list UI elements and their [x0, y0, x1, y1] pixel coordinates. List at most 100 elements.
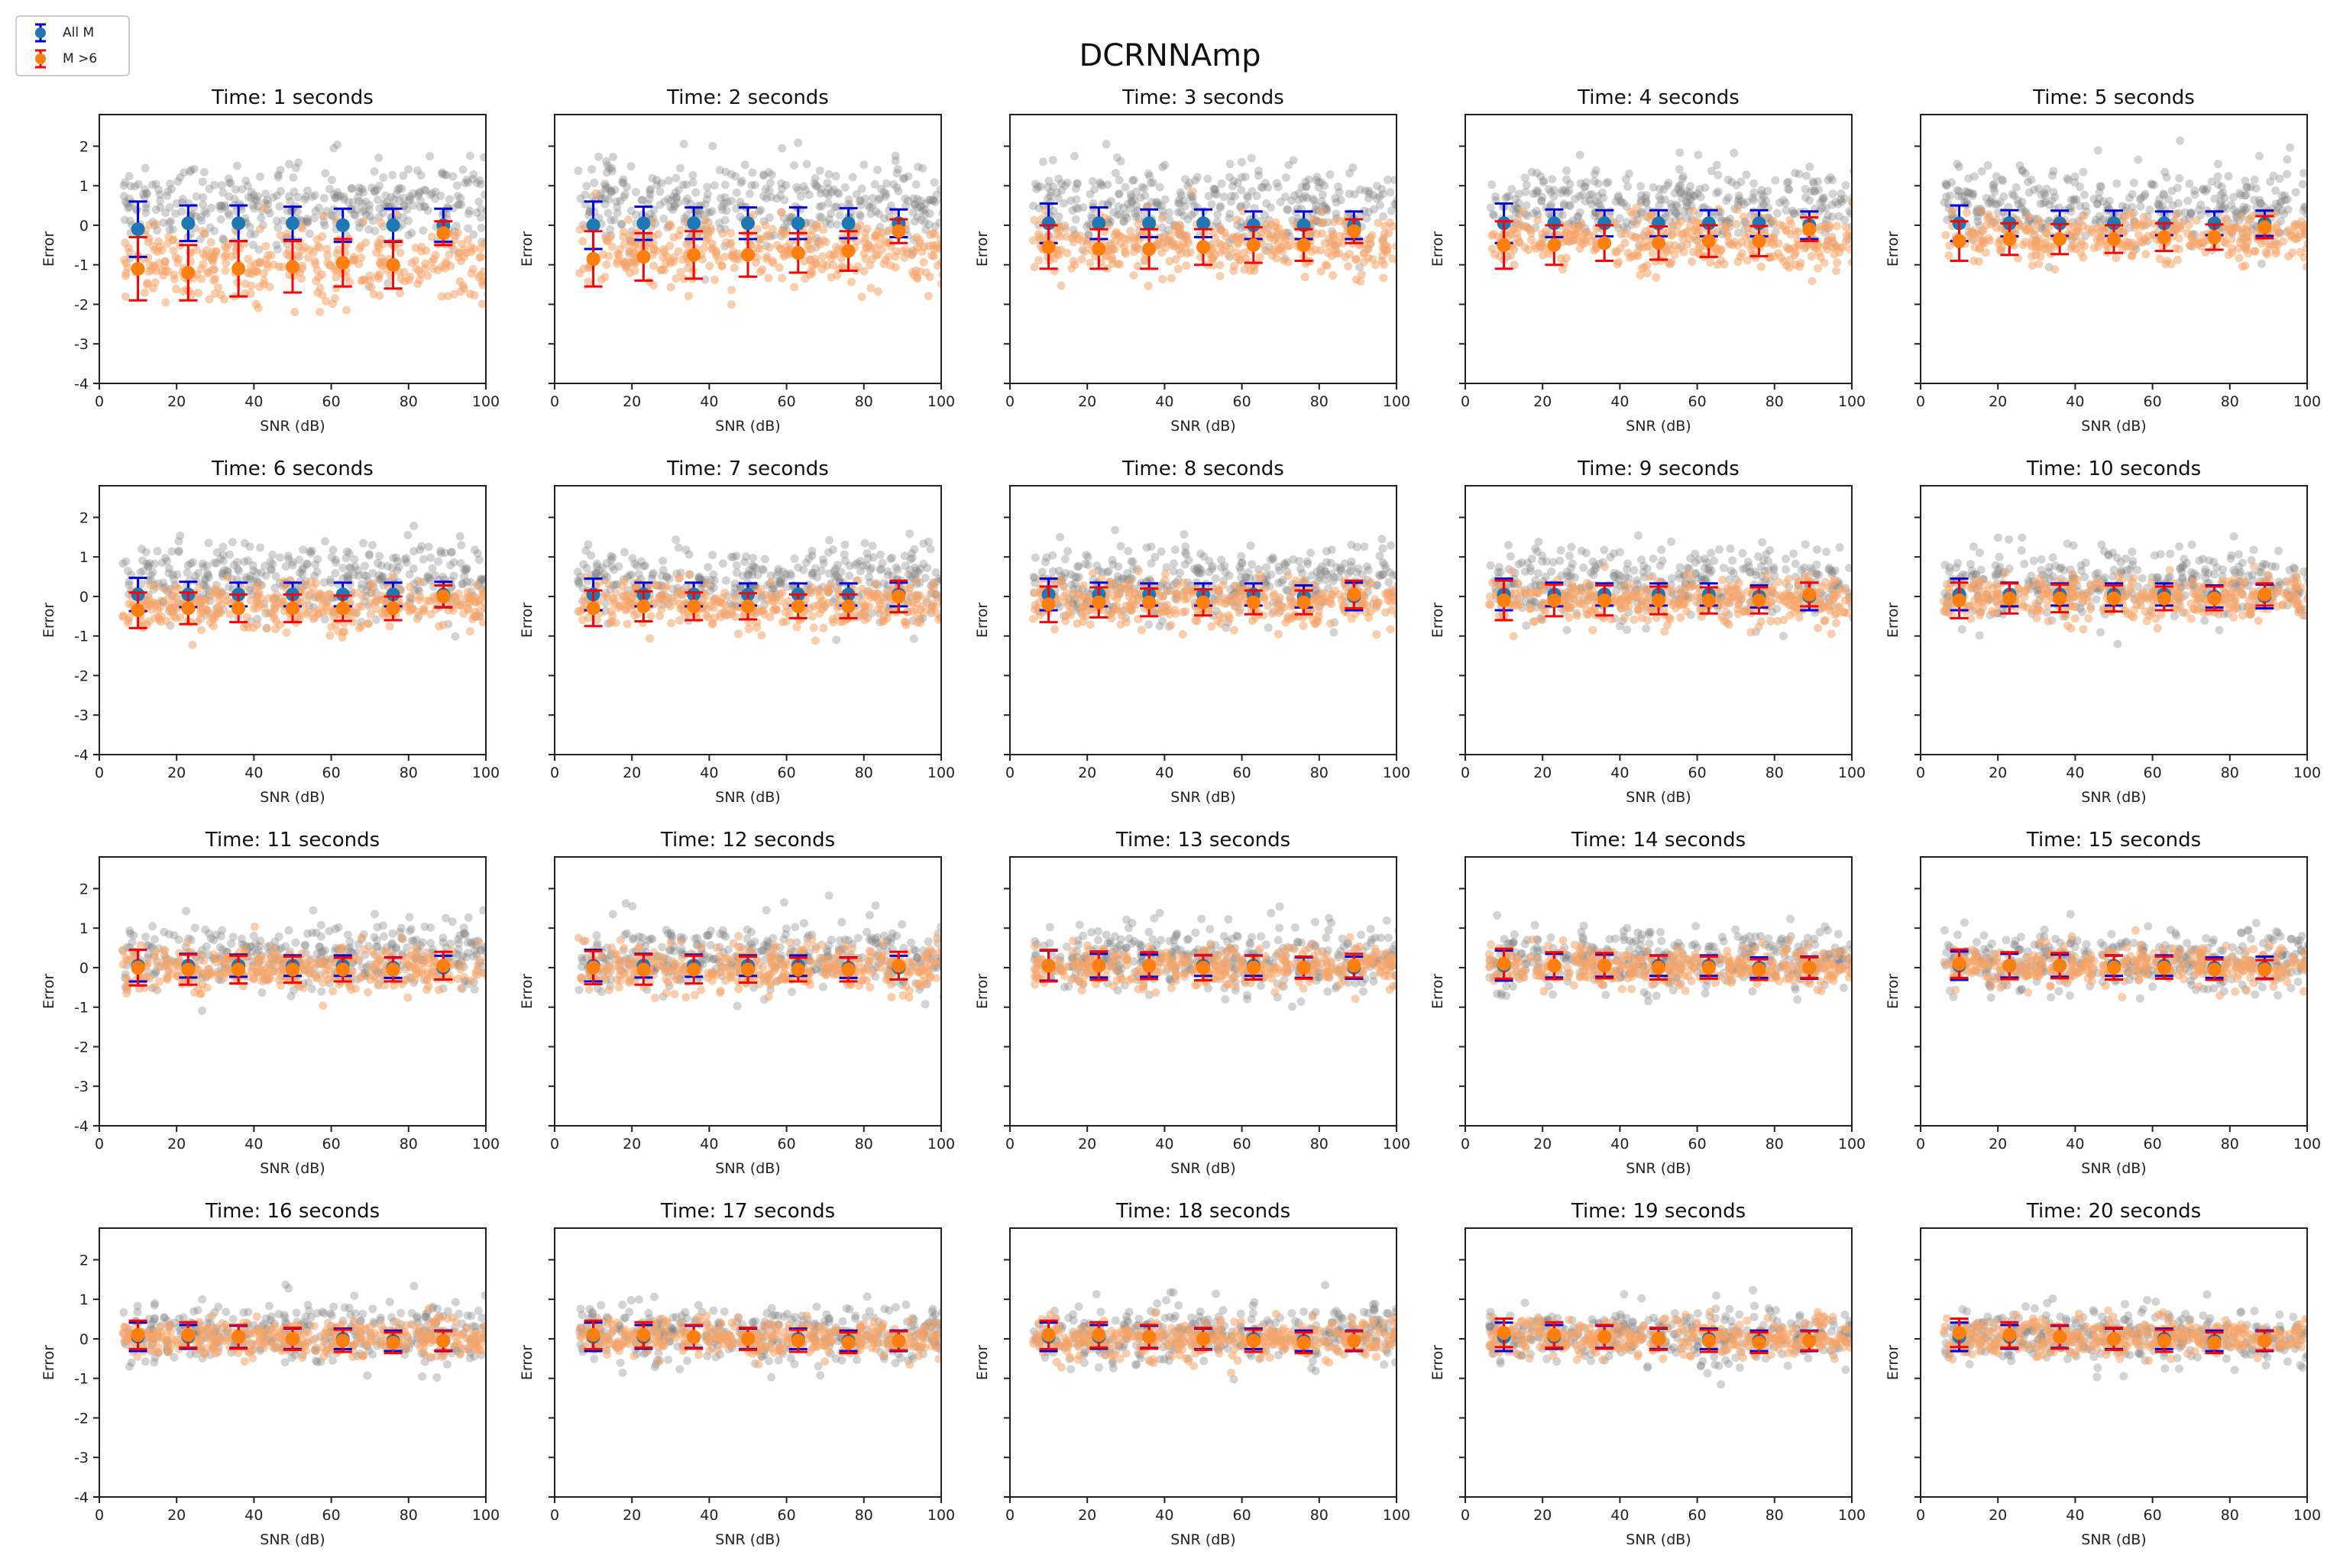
- axes-frame: [554, 1227, 942, 1498]
- axes-frame: [99, 1227, 487, 1498]
- x-tick-label: 60: [322, 765, 341, 781]
- subplot-title: Time: 8 seconds: [1121, 457, 1284, 480]
- x-axis-label: SNR (dB): [715, 789, 780, 806]
- subplot-title: Time: 4 seconds: [1577, 86, 1740, 109]
- axes-frame: [1465, 856, 1853, 1127]
- m6-errorbar: [1039, 1319, 1058, 1350]
- m6-errorbar: [2105, 1326, 2123, 1351]
- m6-errorbar: [889, 1330, 908, 1352]
- m6-errorbar: [2255, 1330, 2274, 1352]
- x-tick-label: 100: [1383, 765, 1410, 781]
- x-tick-label: 60: [322, 1507, 341, 1524]
- axes-frame: [99, 485, 487, 755]
- m6-errorbar: [1595, 584, 1614, 617]
- subplot-title: Time: 1 seconds: [211, 86, 374, 109]
- y-tick-label: -2: [74, 296, 89, 313]
- x-tick-label: 80: [855, 393, 873, 410]
- subplot-12: 0 20 40 60 80 100 SNR (dB) Error Time: 12 second…: [519, 829, 955, 1177]
- y-axis-label: Error: [519, 231, 536, 267]
- x-tick-label: 100: [1383, 1507, 1410, 1524]
- scatter-cloud: [1029, 140, 1397, 290]
- m6-errorbar: [634, 231, 653, 282]
- x-tick-label: 80: [1310, 1136, 1329, 1153]
- legend-label-m6: M >6: [63, 51, 98, 66]
- x-axis-label: SNR (dB): [2081, 1160, 2146, 1177]
- m6-errorbar: [889, 579, 908, 614]
- axes-frame: [1465, 114, 1853, 384]
- m6-errorbar: [1545, 951, 1564, 981]
- subplot-13: 0 20 40 60 80 100 SNR (dB) Error Time: 13 second…: [974, 829, 1410, 1177]
- m6-errorbar: [1545, 583, 1564, 618]
- x-tick-label: 80: [400, 765, 418, 781]
- x-tick-label: 0: [1005, 1136, 1015, 1153]
- x-tick-label: 40: [244, 393, 263, 410]
- y-axis-label: Error: [1885, 974, 1901, 1010]
- x-axis-label: SNR (dB): [2081, 418, 2146, 435]
- m6-errorbar: [1089, 1321, 1109, 1349]
- subplot-title: Time: 14 seconds: [1571, 829, 1746, 852]
- m6-errorbar: [2255, 582, 2274, 607]
- x-tick-label: 0: [95, 393, 104, 410]
- axes-frame: [1009, 485, 1397, 755]
- x-tick-label: 20: [1533, 765, 1552, 781]
- x-tick-label: 40: [1155, 1507, 1173, 1524]
- x-tick-label: 20: [167, 1136, 186, 1153]
- m6-errorbar: [1749, 225, 1769, 257]
- m6-errorbar: [2000, 1321, 2019, 1349]
- x-tick-label: 100: [927, 393, 955, 410]
- x-axis-label: SNR (dB): [260, 1531, 325, 1548]
- m6-errorbar: [333, 956, 352, 983]
- x-tick-label: 40: [2066, 1507, 2084, 1524]
- x-axis-label: SNR (dB): [1626, 1531, 1691, 1548]
- all-m-errorbar: [839, 207, 858, 240]
- x-tick-label: 100: [1838, 765, 1866, 781]
- axes-frame: [99, 856, 487, 1127]
- subplot-7: 0 20 40 60 80 100 SNR (dB) Error Time: 7 seconds: [519, 457, 955, 806]
- all-m-errorbar: [584, 200, 603, 251]
- y-axis-label: Error: [1885, 603, 1901, 639]
- m6-errorbar: [788, 593, 808, 619]
- y-tick-label: -3: [74, 336, 89, 353]
- x-tick-label: 0: [95, 765, 104, 781]
- m6-errorbar: [1294, 955, 1313, 980]
- y-tick-label: 2: [79, 1252, 89, 1269]
- x-tick-label: 80: [1766, 1507, 1784, 1524]
- m6-errorbar: [1800, 1330, 1819, 1352]
- m6-errorbar: [2050, 222, 2070, 256]
- m6-errorbar: [179, 953, 198, 986]
- m6-errorbar: [584, 589, 603, 628]
- y-axis-label: Error: [974, 603, 991, 639]
- m6-errorbar: [1089, 586, 1109, 619]
- m6-errorbar: [1494, 1317, 1513, 1349]
- m6-errorbar: [1345, 952, 1364, 979]
- axes-frame: [554, 114, 942, 384]
- x-tick-label: 100: [2293, 393, 2321, 410]
- m6-errorbar: [839, 593, 858, 619]
- m6-errorbar: [1294, 228, 1313, 263]
- m6-errorbar: [1345, 579, 1364, 609]
- m6-errorbar: [128, 591, 147, 629]
- x-axis-label: SNR (dB): [1170, 1160, 1235, 1177]
- m6-errorbar: [1649, 585, 1668, 616]
- subplot-title: Time: 2 seconds: [666, 86, 829, 109]
- x-tick-label: 100: [1383, 1136, 1410, 1153]
- m6-errorbar: [2050, 1324, 2070, 1350]
- subplot-title: Time: 11 seconds: [205, 829, 380, 852]
- x-tick-label: 60: [778, 1507, 796, 1524]
- m6-errorbar: [889, 218, 908, 244]
- m6-errorbar: [128, 1319, 147, 1350]
- subplot-title: Time: 15 seconds: [2026, 829, 2201, 852]
- y-axis-label: Error: [519, 974, 536, 1010]
- m6-errorbar: [283, 1326, 302, 1351]
- m6-errorbar: [1800, 581, 1819, 608]
- x-axis-label: SNR (dB): [2081, 1531, 2146, 1548]
- axes-frame: [1920, 856, 2308, 1127]
- scatter-cloud: [574, 138, 941, 309]
- y-tick-label: -4: [74, 1118, 89, 1135]
- y-tick-label: 1: [79, 549, 89, 566]
- axes-frame: [1009, 114, 1397, 384]
- x-tick-label: 0: [1005, 765, 1015, 781]
- m6-errorbar: [384, 240, 403, 290]
- y-axis-label: Error: [1429, 974, 1446, 1010]
- m6-errorbar: [2205, 585, 2224, 612]
